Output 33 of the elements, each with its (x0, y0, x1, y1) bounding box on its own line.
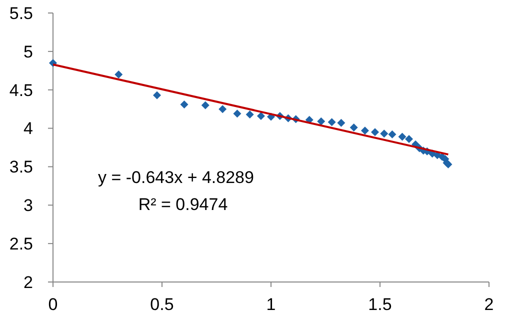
y-tick-label: 2.5 (9, 234, 33, 254)
y-tick-label: 3.5 (9, 158, 33, 177)
point (328, 118, 336, 126)
y-tick-label: 5 (24, 42, 33, 62)
x-tick-label: 1 (266, 295, 276, 314)
x-tick-label: 2 (484, 295, 494, 314)
y-tick-label: 5.5 (9, 4, 33, 23)
point (360, 126, 369, 135)
point (218, 105, 227, 114)
x-tick-label: 0.5 (150, 295, 174, 314)
x-tick-label: 0 (48, 295, 58, 314)
y-tick-label: 2 (24, 272, 33, 292)
point (201, 101, 210, 110)
point (404, 135, 413, 144)
y-tick-label: 4 (24, 119, 33, 138)
point (114, 70, 123, 78)
point (380, 130, 388, 138)
point (350, 124, 358, 132)
point (317, 117, 326, 126)
annotation: R² = 0.9474 (138, 195, 228, 214)
point (152, 91, 161, 100)
point (337, 118, 346, 127)
y-tick-label: 3 (24, 196, 33, 216)
point (246, 110, 254, 118)
y-tick-label: 4.5 (9, 80, 33, 100)
point (256, 112, 265, 120)
point (180, 100, 188, 108)
point (370, 128, 379, 136)
point (388, 130, 396, 138)
x-tick-label: 1.5 (368, 295, 392, 314)
point (233, 110, 242, 118)
annotation: y = -0.643x + 4.8289 (98, 168, 254, 187)
point (398, 132, 406, 141)
